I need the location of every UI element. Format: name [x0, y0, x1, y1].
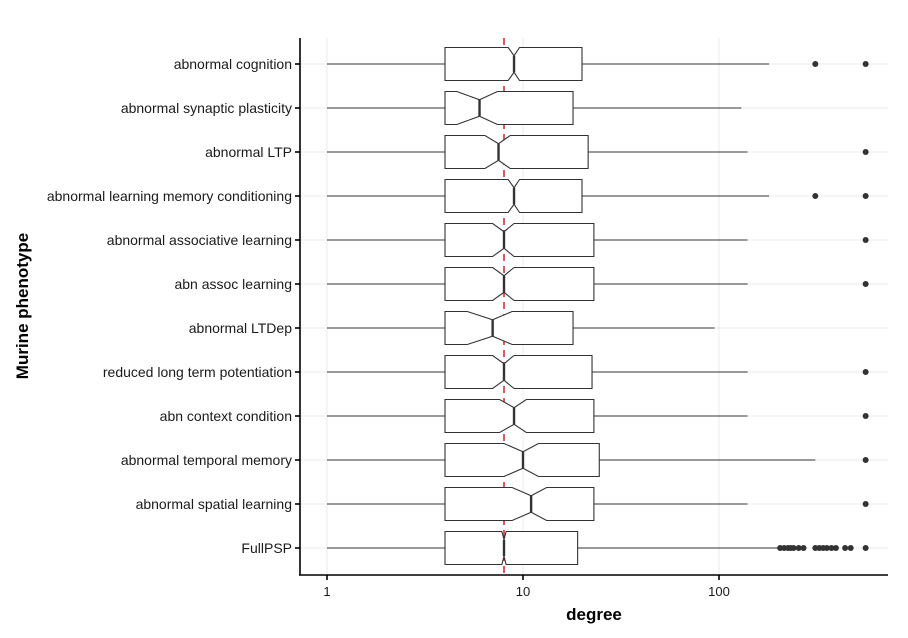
boxes-layer — [327, 46, 869, 566]
x-tick-label: 1 — [323, 584, 330, 599]
category-label: abnormal associative learning — [107, 232, 292, 248]
notched-box — [444, 530, 579, 566]
notched-box — [444, 266, 595, 302]
outlier-point — [800, 545, 807, 551]
boxplot-row — [327, 398, 869, 434]
category-label: abnormal LTDep — [189, 320, 292, 336]
category-label: abn context condition — [160, 408, 292, 424]
outlier-point — [828, 545, 835, 551]
boxplot-row — [327, 486, 869, 522]
category-label: abn assoc learning — [174, 276, 292, 292]
outlier-point — [862, 413, 869, 419]
outlier-point — [862, 237, 869, 243]
notched-box — [444, 222, 595, 258]
outlier-point — [812, 61, 819, 67]
notched-box — [444, 398, 595, 434]
outlier-point — [790, 545, 797, 551]
x-tick-label: 100 — [708, 584, 730, 599]
notched-box — [444, 134, 589, 170]
outlier-point — [795, 545, 802, 551]
boxplot-row — [327, 90, 742, 126]
x-tick-label: 10 — [516, 584, 530, 599]
boxplot-row — [327, 354, 869, 390]
outlier-point — [862, 61, 869, 67]
x-axis-title: degree — [566, 605, 622, 624]
outlier-point — [832, 545, 839, 551]
category-label: abnormal LTP — [205, 144, 292, 160]
category-label: reduced long term potentiation — [103, 364, 292, 380]
outlier-point — [862, 545, 869, 551]
boxplot-row — [327, 310, 715, 346]
category-label: abnormal cognition — [174, 56, 292, 72]
outlier-point — [862, 149, 869, 155]
outlier-point — [862, 501, 869, 507]
outlier-point — [842, 545, 849, 551]
outlier-point — [862, 457, 869, 463]
category-label: FullPSP — [241, 540, 292, 556]
boxplot-row — [327, 46, 869, 82]
notched-box — [444, 310, 574, 346]
category-label: abnormal spatial learning — [136, 496, 292, 512]
outlier-point — [862, 281, 869, 287]
outlier-point — [862, 193, 869, 199]
boxplot-row — [327, 266, 869, 302]
outlier-point — [847, 545, 854, 551]
boxplot-row — [327, 178, 869, 214]
category-label: abnormal synaptic plasticity — [121, 100, 292, 116]
category-label: abnormal temporal memory — [121, 452, 292, 468]
outlier-point — [812, 193, 819, 199]
boxplot-row — [327, 134, 869, 170]
notched-box — [444, 354, 593, 390]
notched-box — [444, 486, 595, 522]
notched-box — [444, 90, 574, 126]
y-axis-title: Murine phenotype — [13, 233, 32, 379]
outlier-point — [862, 369, 869, 375]
category-label: abnormal learning memory conditioning — [47, 188, 292, 204]
labels-layer: 1 10 100 abnormal cognition abnormal synapti… — [47, 56, 730, 599]
boxplot-row — [327, 530, 869, 566]
boxplot-row — [327, 222, 869, 258]
axes-layer — [299, 38, 888, 576]
outlier-point — [823, 545, 830, 551]
boxplot-row — [327, 442, 869, 478]
